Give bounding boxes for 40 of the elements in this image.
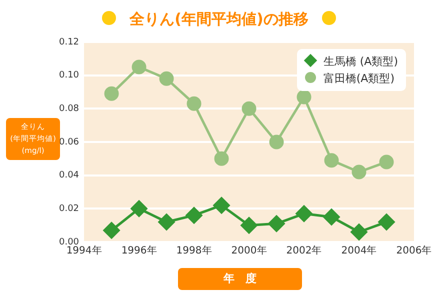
x-tick-label: 2002年 xyxy=(286,244,322,257)
point xyxy=(240,217,258,234)
point xyxy=(350,224,368,240)
point xyxy=(213,197,230,214)
x-tick-label: 1994年 xyxy=(66,244,102,257)
point xyxy=(352,164,366,180)
point xyxy=(269,134,284,150)
y-tick-label: 0.00 xyxy=(58,237,80,248)
y-tick-label: 0.08 xyxy=(58,104,80,114)
point xyxy=(130,200,148,217)
y-tick-label: 0.02 xyxy=(58,204,80,214)
point xyxy=(296,90,312,104)
x-axis-title: 年 度 xyxy=(178,268,302,290)
legend-label: 富田橋(A類型) xyxy=(323,72,394,85)
x-tick-label: 1998年 xyxy=(176,244,212,257)
point xyxy=(186,207,202,224)
x-tick-label: 2006年 xyxy=(396,244,432,257)
y-tick-label: 0.06 xyxy=(58,137,80,148)
y-tick-label: 0.04 xyxy=(58,170,80,181)
point xyxy=(323,208,340,226)
point xyxy=(159,71,174,86)
point xyxy=(296,205,312,222)
point xyxy=(214,151,229,166)
point xyxy=(324,153,339,168)
point xyxy=(186,96,202,111)
chart-title: 全りん(年間平均値)の推移 xyxy=(130,10,308,28)
point xyxy=(104,86,119,101)
point xyxy=(158,214,175,230)
point xyxy=(378,214,395,230)
x-tick-label: 2000年 xyxy=(231,244,267,257)
y-tick-label: 0.10 xyxy=(58,70,80,81)
x-tick-label: 2004年 xyxy=(341,244,377,257)
point xyxy=(242,101,256,116)
point xyxy=(268,215,285,232)
legend-label: 生馬橋 (A類型) xyxy=(323,55,398,68)
point xyxy=(103,222,120,239)
y-tick-label: 0.12 xyxy=(58,37,80,48)
point xyxy=(132,60,146,74)
point xyxy=(379,154,394,170)
x-tick-label: 1996年 xyxy=(121,244,157,257)
